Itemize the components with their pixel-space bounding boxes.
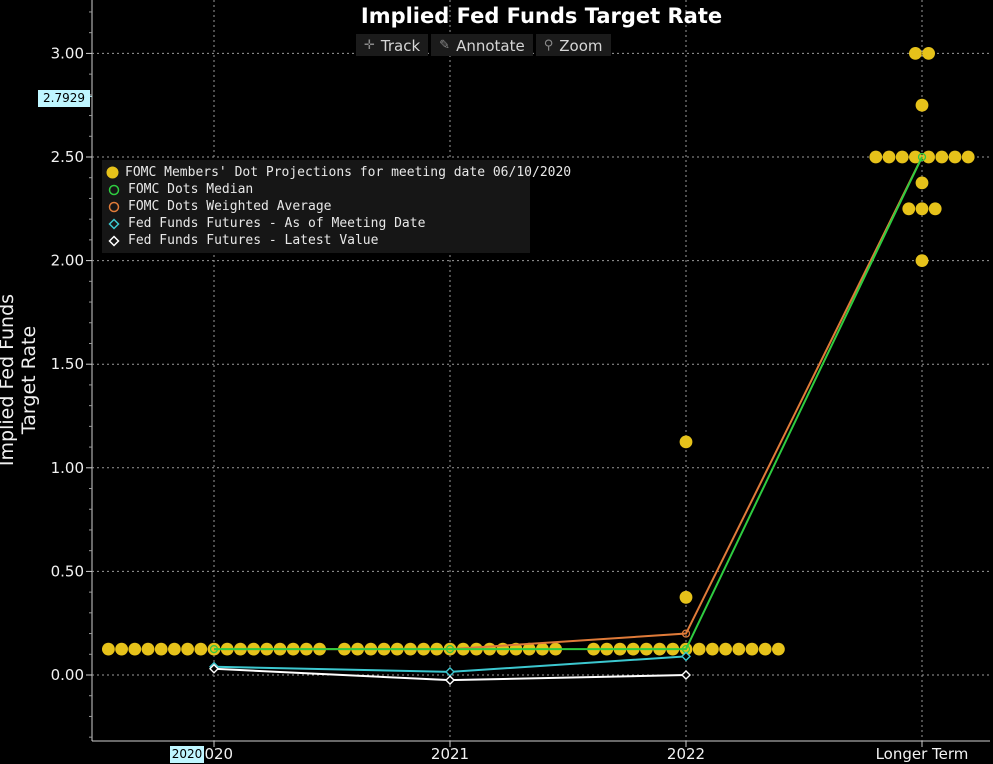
- dot-projection: [882, 150, 896, 164]
- median-line-marker: [445, 644, 455, 654]
- legend-item-futures-meeting[interactable]: Fed Funds Futures - As of Meeting Date: [106, 215, 530, 232]
- dot-projection: [679, 435, 693, 449]
- futures-latest-line-marker: [445, 675, 455, 686]
- dot-projection: [692, 642, 706, 656]
- dot-projection: [679, 590, 693, 604]
- y-tick-label: 2.00: [51, 252, 84, 270]
- median-line: [214, 156, 923, 651]
- legend[interactable]: FOMC Members' Dot Projections for meetin…: [102, 160, 571, 253]
- legend-item-futures-latest[interactable]: Fed Funds Futures - Latest Value: [106, 232, 530, 249]
- annotate-label: Annotate: [456, 36, 525, 55]
- legend-label: Fed Funds Futures - Latest Value: [128, 233, 379, 248]
- futures-meeting-line-marker: [681, 651, 691, 662]
- chart-toolbar: ✛ Track ✎ Annotate ⚲ Zoom: [356, 34, 611, 56]
- track-label: Track: [380, 36, 421, 55]
- dot-projection: [915, 254, 929, 267]
- pencil-icon: ✎: [439, 38, 451, 53]
- dot-projection: [935, 150, 949, 164]
- white-diamond-icon: [106, 234, 122, 247]
- legend-label: FOMC Members' Dot Projections for meetin…: [125, 165, 572, 180]
- magnifier-icon: ⚲: [543, 38, 554, 53]
- dot-projection: [909, 47, 922, 60]
- legend-label: FOMC Dots Median: [128, 182, 254, 197]
- x-tick-label: 2022: [667, 745, 705, 763]
- legend-item-dots[interactable]: FOMC Members' Dot Projections for meetin…: [106, 164, 571, 181]
- dot-projection: [128, 642, 142, 656]
- dot-projection: [922, 47, 935, 60]
- legend-item-median[interactable]: FOMC Dots Median: [106, 181, 530, 198]
- dot-projection: [948, 150, 962, 164]
- y-tick-label: 1.50: [51, 355, 84, 373]
- dot-projection: [922, 150, 935, 164]
- dot-projection: [772, 642, 785, 656]
- x-tick-label: Longer Term: [876, 745, 969, 763]
- dot-projection: [719, 642, 732, 656]
- y-tick-label: 2.50: [51, 148, 84, 166]
- dot-projection: [895, 150, 909, 164]
- dot-projection: [141, 642, 155, 656]
- dot-projection: [915, 202, 929, 216]
- dot-projection: [706, 642, 719, 656]
- cyan-diamond-icon: [106, 217, 122, 230]
- dot-projection: [168, 642, 181, 656]
- legend-item-weighted-average[interactable]: FOMC Dots Weighted Average: [106, 198, 530, 215]
- dot-projection: [732, 642, 746, 656]
- legend-label: Fed Funds Futures - As of Meeting Date: [128, 216, 426, 231]
- legend-label: FOMC Dots Weighted Average: [128, 199, 332, 214]
- chart-title: Implied Fed Funds Target Rate: [360, 4, 723, 28]
- dot-projection: [181, 642, 195, 656]
- dot-marker-icon: [106, 166, 119, 179]
- x-cursor-value-badge: 2020: [170, 746, 204, 763]
- x-tick-label: 2020: [195, 745, 233, 763]
- crosshair-icon: ✛: [364, 38, 375, 53]
- y-cursor-value-badge: 2.7929: [38, 90, 90, 107]
- orange-circle-icon: [106, 201, 122, 213]
- zoom-label: Zoom: [559, 36, 603, 55]
- dot-projection: [869, 150, 883, 164]
- median-line-marker: [917, 152, 927, 162]
- y-tick-label: 0.00: [51, 666, 84, 684]
- futures-latest-line-marker: [681, 670, 691, 680]
- y-tick-label: 3.00: [51, 44, 84, 62]
- dot-projection: [915, 98, 929, 112]
- y-axis-label: Implied Fed Funds Target Rate: [0, 293, 40, 467]
- dot-projection: [115, 642, 128, 656]
- dot-projection: [194, 642, 208, 656]
- futures-latest-line-marker: [209, 663, 219, 674]
- zoom-button[interactable]: ⚲ Zoom: [535, 34, 611, 56]
- dot-projection: [902, 202, 916, 216]
- dot-projection: [928, 202, 942, 216]
- dot-projection: [961, 150, 975, 164]
- dot-projection: [915, 176, 929, 190]
- weighted-average-line-marker: [681, 629, 691, 638]
- track-button[interactable]: ✛ Track: [356, 34, 429, 56]
- x-tick-label: 2021: [431, 745, 469, 763]
- dot-projection: [102, 642, 115, 656]
- dot-projection: [909, 150, 922, 164]
- dot-projection: [758, 642, 772, 656]
- annotate-button[interactable]: ✎ Annotate: [431, 34, 533, 56]
- y-tick-label: 1.00: [51, 459, 84, 477]
- green-circle-icon: [106, 184, 122, 196]
- median-line-marker: [209, 644, 219, 654]
- dot-projection: [745, 642, 759, 656]
- y-tick-label: 0.50: [51, 562, 84, 580]
- dot-projection: [154, 642, 168, 656]
